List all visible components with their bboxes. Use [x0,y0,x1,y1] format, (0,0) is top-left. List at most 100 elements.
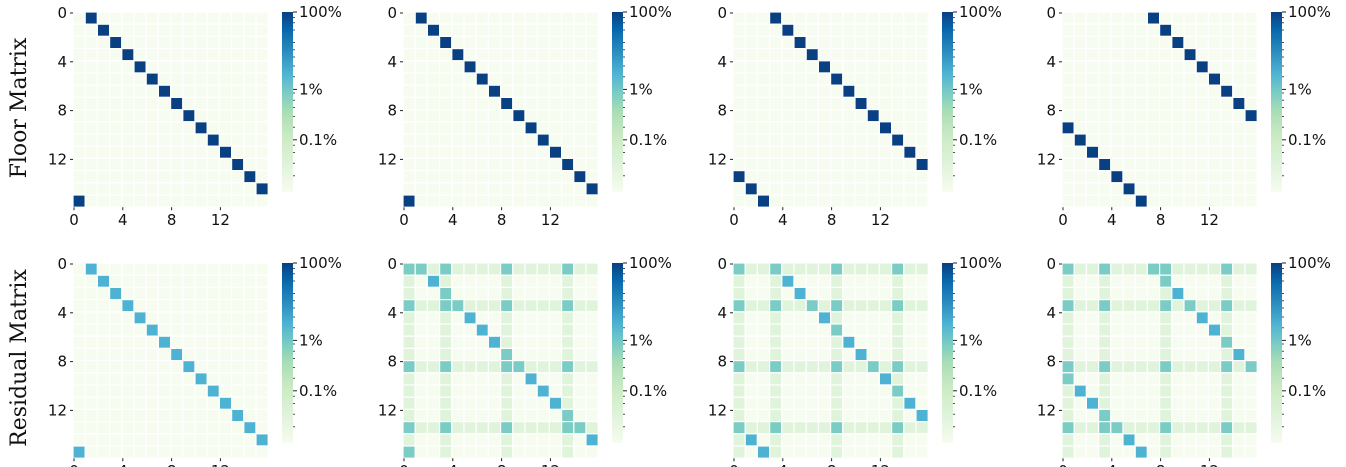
heatmap-cell [560,194,575,208]
heatmap-cell [133,421,147,435]
heatmap-cell [585,262,599,276]
heatmap-cell [439,121,453,135]
heatmap-cell [1085,372,1100,386]
heatmap-cell [585,157,599,172]
heatmap-cell [560,72,575,86]
heatmap-cell [781,347,795,362]
heatmap-cell [451,384,465,398]
heatmap-cell [793,133,807,147]
heatmap-cell [1158,335,1173,350]
heatmap-cell [524,11,538,25]
heatmap-cell [1195,47,1209,62]
heatmap-cell [805,433,820,447]
y-tick-label: 8 [57,102,67,120]
heatmap-cell [1097,182,1112,196]
heatmap-cell [903,286,917,301]
heatmap-cell [402,421,416,435]
heatmap-cell [1219,182,1234,196]
heatmap-cell [1158,360,1173,374]
heatmap-cell [1110,23,1124,38]
heatmap-cell [231,421,245,435]
heatmap-cell [1195,96,1209,111]
heatmap-cell [451,145,465,159]
heatmap-cell [84,433,98,447]
heatmap-cell [1244,133,1258,147]
heatmap-cell [487,133,502,147]
heatmap-cell [243,286,257,301]
heatmap-cell [560,145,575,159]
heatmap-cell [133,96,147,111]
heatmap-cell [1146,396,1161,411]
x-tick-label: 8 [167,462,177,467]
heatmap-cell [1110,11,1124,25]
heatmap-cell [805,170,820,184]
heatmap-cell [1219,133,1234,147]
heatmap-cell [732,274,746,289]
heatmap-cell [1073,96,1087,111]
heatmap-cell [585,347,599,362]
heatmap-cell [805,274,820,289]
heatmap-cell [548,445,563,459]
heatmap-cell [915,47,929,62]
heatmap-cell [548,157,563,172]
heatmap-cell [842,323,856,337]
heatmap-cell [451,23,465,38]
x-tick-label: 12 [541,211,560,229]
heatmap-cell [255,35,269,50]
heatmap-cell [487,384,502,398]
colorbar [942,12,953,192]
heatmap-cell [1073,347,1087,362]
heatmap-cell [206,72,220,86]
heatmap-cell [121,262,135,276]
heatmap-cell [842,194,856,208]
heatmap-cell [1195,311,1209,325]
heatmap-cell [194,194,208,208]
heatmap-cell [732,47,746,62]
heatmap-cell [121,23,135,38]
heatmap-cell [84,262,98,276]
heatmap-cell [218,396,233,411]
heatmap-cell [1110,96,1124,111]
heatmap-cell [524,372,538,386]
heatmap-cell [585,133,599,147]
heatmap-cell [560,96,575,111]
heatmap-cell [1207,60,1222,74]
heatmap-cell [890,170,905,184]
heatmap-cell [1195,133,1209,147]
heatmap-cell [903,145,917,159]
heatmap-cell [1183,108,1197,123]
heatmap-cell [72,121,86,135]
heatmap-cell [744,445,759,459]
heatmap-cell [805,11,820,25]
heatmap-cell [121,311,135,325]
heatmap-cell [243,145,257,159]
heatmap-cell [1171,311,1185,325]
heatmap-cell [500,145,514,159]
heatmap-cell [1207,421,1222,435]
colorbar-tick-label: 0.1% [959,382,997,400]
heatmap-cell [1073,84,1087,98]
heatmap-cell [108,262,123,276]
heatmap-cell [842,96,856,111]
heatmap-cell [1097,157,1112,172]
heatmap-cell [487,445,502,459]
heatmap-cell [573,408,587,423]
heatmap-cell [854,133,868,147]
heatmap-cell [414,274,429,289]
heatmap-cell [915,145,929,159]
heatmap-cell [1085,396,1100,411]
heatmap-cell [463,194,477,208]
heatmap-cell [170,133,184,147]
heatmap-cell [108,35,123,50]
heatmap-cell [548,170,563,184]
heatmap-cell [1134,47,1148,62]
heatmap-cell [145,170,159,184]
heatmap-cell [1232,145,1246,159]
heatmap-cell [781,170,795,184]
heatmap-cell [1158,286,1173,301]
heatmap-cell [903,384,917,398]
heatmap-cell [1085,384,1100,398]
y-tick-label: 12 [708,401,727,419]
heatmap-cell [1207,133,1222,147]
